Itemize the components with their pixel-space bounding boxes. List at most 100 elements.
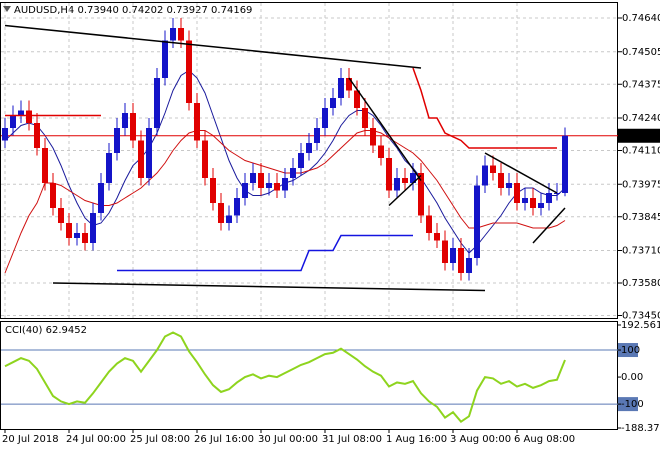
candle-body xyxy=(2,128,8,141)
candle-body xyxy=(346,78,352,91)
candle-body xyxy=(306,143,312,153)
candle-body xyxy=(146,128,152,178)
x-tick-label: 26 Jul 16:00 xyxy=(194,434,254,445)
candle-body xyxy=(186,40,192,103)
candle-body xyxy=(562,135,568,193)
candle-body xyxy=(434,233,440,241)
candle-body xyxy=(18,110,24,116)
candle-body xyxy=(394,178,400,191)
candle-body xyxy=(130,113,136,141)
candle-body xyxy=(74,233,80,238)
candle-body xyxy=(490,165,496,173)
x-tick-label: 30 Jul 00:00 xyxy=(258,434,318,445)
candle-body xyxy=(458,248,464,273)
y-tick-label: -188.3741 xyxy=(621,423,660,434)
candle-body xyxy=(34,123,40,148)
x-tick-label: 20 Jul 2018 xyxy=(2,434,59,445)
y-tick-label: 0.74375 xyxy=(622,79,660,90)
y-tick-label: 0.74505 xyxy=(622,47,660,58)
candle-body xyxy=(386,158,392,191)
y-tick-label: 192.5615 xyxy=(621,320,660,331)
candle-body xyxy=(114,128,120,153)
candle-body xyxy=(546,193,552,203)
drawn-line xyxy=(348,77,422,181)
x-tick-label: 3 Aug 00:00 xyxy=(450,434,511,445)
candle-body xyxy=(138,140,144,178)
candle-body xyxy=(506,183,512,188)
candle-body xyxy=(426,215,432,233)
x-tick-label: 24 Jul 00:00 xyxy=(66,434,126,445)
candle-body xyxy=(82,233,88,243)
x-tick-label: 1 Aug 16:00 xyxy=(386,434,447,445)
level-box xyxy=(618,397,638,412)
candle-body xyxy=(202,140,208,178)
candle-body xyxy=(482,165,488,186)
candle-body xyxy=(210,178,216,203)
candle-body xyxy=(90,213,96,243)
drawn-line xyxy=(532,207,566,244)
y-tick-label: 0.74640 xyxy=(622,13,660,24)
y-tick-label: 0.73845 xyxy=(622,212,660,223)
candle-body xyxy=(450,248,456,263)
candle-body xyxy=(314,128,320,143)
y-tick-label: 0.74240 xyxy=(622,113,660,124)
candle-body xyxy=(554,193,560,194)
candle-body xyxy=(410,173,416,183)
candle-body xyxy=(218,203,224,223)
x-tick-label: 25 Jul 08:00 xyxy=(130,434,190,445)
candle-body xyxy=(522,198,528,203)
candle-body xyxy=(234,198,240,216)
candle-body xyxy=(266,183,272,188)
y-tick-label: 0.00 xyxy=(621,372,643,383)
candle-body xyxy=(42,148,48,183)
drawn-line xyxy=(388,174,422,207)
candle-body xyxy=(418,173,424,216)
cci-line xyxy=(4,331,566,424)
candle-body xyxy=(538,203,544,208)
x-tick-label: 6 Aug 08:00 xyxy=(514,434,575,445)
candle-body xyxy=(10,115,16,128)
candle-body xyxy=(298,153,304,168)
candle-body xyxy=(402,178,408,183)
candle-body xyxy=(330,98,336,108)
x-tick-label: 31 Jul 08:00 xyxy=(322,434,382,445)
y-tick-label: 0.73580 xyxy=(622,278,660,289)
drawn-line xyxy=(484,152,558,194)
candle-body xyxy=(106,153,112,183)
cci-frame xyxy=(0,321,618,430)
candle-body xyxy=(178,28,184,41)
candle-body xyxy=(170,28,176,41)
candle-body xyxy=(322,108,328,128)
candle-body xyxy=(442,240,448,263)
candle-body xyxy=(122,113,128,128)
candle-body xyxy=(338,78,344,98)
candle-body xyxy=(50,183,56,208)
candle-body xyxy=(58,208,64,223)
price-label: 0.74169 xyxy=(622,131,660,142)
candle-body xyxy=(362,108,368,128)
drawn-line xyxy=(52,282,486,292)
y-tick-label: 0.73710 xyxy=(622,246,660,257)
candle-body xyxy=(530,198,536,208)
candle-body xyxy=(26,110,32,123)
candle-body xyxy=(274,183,280,191)
cci-title: CCI(40) 62.9452 xyxy=(5,325,87,336)
menu-icon xyxy=(3,6,11,12)
y-tick-label: 0.73975 xyxy=(622,179,660,190)
main-frame xyxy=(0,2,618,319)
candle-body xyxy=(466,258,472,273)
candle-body xyxy=(250,173,256,183)
candle-body xyxy=(258,173,264,188)
price-box xyxy=(618,128,660,143)
drawn-line xyxy=(4,24,422,69)
candle-body xyxy=(354,90,360,108)
candle-body xyxy=(154,78,160,128)
candle-body xyxy=(474,185,480,258)
candle-body xyxy=(242,183,248,198)
candle-body xyxy=(514,183,520,203)
drawn-line xyxy=(412,67,557,149)
candle-body xyxy=(66,223,72,238)
level-box xyxy=(618,343,638,358)
candle-body xyxy=(194,103,200,141)
